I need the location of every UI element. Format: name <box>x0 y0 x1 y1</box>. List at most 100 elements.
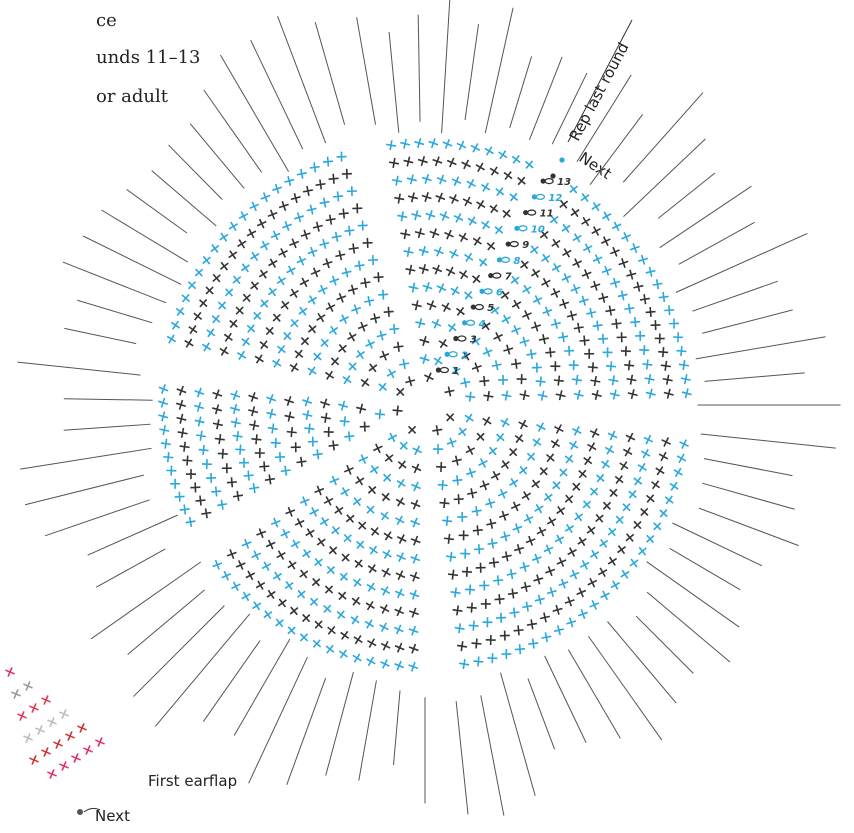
stitch-cross <box>261 561 272 571</box>
stitch-cross <box>495 187 505 197</box>
chain-line <box>704 372 805 382</box>
stitch-cross <box>65 731 75 741</box>
stitch-cross <box>166 334 177 344</box>
stitch-cross <box>619 461 629 471</box>
chain-line <box>567 649 621 739</box>
stitch-cross <box>481 321 491 331</box>
round-number: 5 <box>487 303 494 314</box>
stitch-cross <box>385 140 397 151</box>
stitch-cross <box>482 617 493 628</box>
stitch-cross <box>561 273 572 283</box>
stitch-cross <box>360 378 370 388</box>
stitch-cross <box>328 173 339 184</box>
stitch-cross <box>337 400 349 411</box>
stitch-cross <box>516 374 527 385</box>
stitch-cross <box>325 644 335 654</box>
stitch-cross <box>309 597 319 607</box>
stitch-cross <box>466 178 476 189</box>
stitch-cross <box>630 317 641 328</box>
stitch-cross <box>464 252 474 262</box>
stitch-cross <box>400 138 411 149</box>
stitch-cross <box>460 548 471 559</box>
stitch-cross <box>559 298 570 309</box>
stitch-cross <box>582 243 593 254</box>
stitch-cross <box>511 154 521 164</box>
stitch-cross <box>327 626 336 635</box>
stitch-cross <box>587 577 598 588</box>
chain-line <box>17 361 141 376</box>
repeat-label: Rep last round <box>566 40 633 144</box>
stitch-cross <box>179 441 190 452</box>
stitch-cross <box>381 567 391 578</box>
stitch-cross <box>276 344 286 354</box>
stitch-cross <box>366 505 375 514</box>
stitch-cross <box>410 535 421 546</box>
stitch-cross <box>217 448 228 459</box>
stitch-cross <box>495 433 505 442</box>
stitch-cross <box>535 376 546 387</box>
stitch-cross <box>479 580 490 591</box>
stitch-cross <box>551 238 561 248</box>
stitch-cross <box>175 307 185 316</box>
stitch-cross <box>433 444 444 455</box>
stitch-cross <box>561 223 571 233</box>
chain-line <box>692 280 779 312</box>
stitch-cross <box>570 208 580 218</box>
stitch-cross <box>275 618 284 628</box>
stitch-cross <box>17 711 27 721</box>
stitch-cross <box>471 274 481 284</box>
chain-line <box>484 7 514 134</box>
chain-line <box>358 680 377 781</box>
stitch-cross <box>580 560 590 570</box>
stitch-cross <box>617 290 628 301</box>
stitch-cross <box>555 390 566 401</box>
stitch-cross <box>536 526 547 537</box>
stitch-cross <box>452 475 463 486</box>
stitch-cross <box>635 330 646 341</box>
stitch-cross <box>538 334 550 345</box>
stitch-cross <box>438 339 448 349</box>
stitch-cross <box>531 553 542 564</box>
chain-line <box>127 589 205 655</box>
stitch-cross <box>451 366 461 376</box>
stitch-cross <box>476 199 486 210</box>
stitch-cross <box>652 279 663 290</box>
stitch-cross <box>532 295 543 305</box>
stitch-cross <box>11 689 21 699</box>
stitch-cross <box>389 323 400 335</box>
stitch-cross <box>289 606 299 616</box>
chain-line <box>675 232 808 293</box>
round-dot <box>550 173 556 179</box>
stitch-cross <box>367 564 377 574</box>
stitch-cross <box>284 175 295 186</box>
stitch-cross <box>47 717 57 727</box>
stitch-cross <box>35 725 45 735</box>
stitch-cross <box>543 492 553 502</box>
stitch-cross <box>523 514 534 524</box>
stitch-cross <box>219 346 229 356</box>
chain-line <box>417 14 421 122</box>
stitch-cross <box>519 336 530 347</box>
chain-line <box>63 398 153 401</box>
stitch-cross <box>633 520 642 530</box>
stitch-cross <box>509 607 520 618</box>
stitch-cross <box>397 211 408 222</box>
stitch-cross <box>537 390 548 401</box>
stitch-cross <box>347 332 357 342</box>
stitch-cross <box>569 184 579 194</box>
stitch-cross <box>499 630 510 641</box>
chain-line <box>703 458 793 477</box>
stitch-cross <box>367 255 379 266</box>
stitch-cross <box>188 325 198 335</box>
stitch-cross <box>408 643 419 654</box>
stitch-cross <box>461 566 473 577</box>
stitch-cross <box>83 745 93 755</box>
stitch-cross <box>513 544 525 555</box>
chain-line <box>635 615 694 674</box>
stitch-cross <box>373 272 384 283</box>
stitch-cross <box>456 140 467 151</box>
stitch-cross <box>201 459 212 470</box>
stitch-cross <box>425 210 436 221</box>
stitch-cross <box>194 387 205 398</box>
